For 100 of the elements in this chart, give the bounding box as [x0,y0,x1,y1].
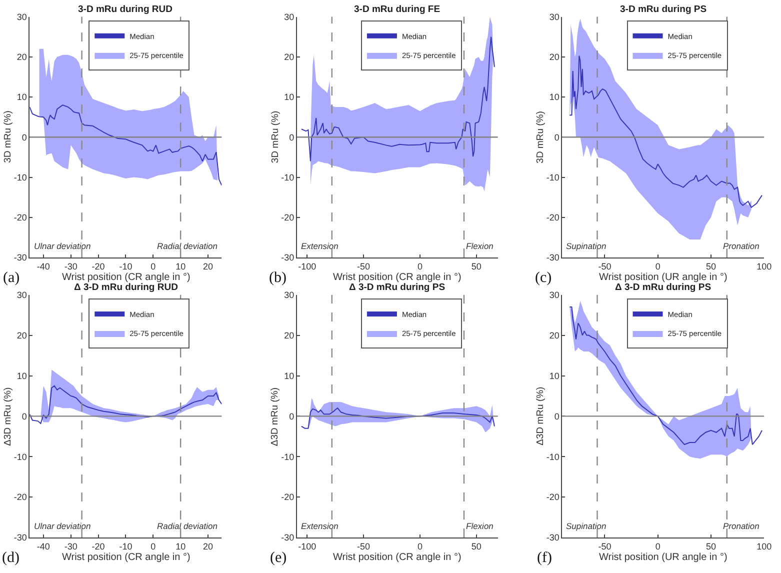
y-tick-label: -10 [546,172,560,182]
y-tick-label: 20 [549,52,560,62]
chart-title: Δ 3-D mRu during RUD [74,282,178,293]
y-tick-label: -20 [281,212,294,223]
text: (f) [537,550,552,566]
x-tick-label: -20 [92,541,105,552]
y-axis-title: 3D mRu (%) [535,111,546,164]
text: (d) [2,550,20,566]
y-tick-label: 20 [284,52,294,62]
annotation: Radial deviation [157,521,218,531]
x-tick-label: 50 [706,541,716,552]
annotation: Pronation [723,521,760,531]
y-axis-title: Δ3D mRu (%) [2,387,14,446]
x-axis-title: Wrist position (UR angle in °) [599,552,728,563]
x-tick-label: 100 [756,541,772,552]
x-tick-label: 20 [202,261,213,272]
y-tick-label: -20 [14,492,27,502]
x-tick-label: 50 [471,541,482,552]
y-tick-label: -30 [281,532,294,543]
x-tick-label: -50 [598,541,612,552]
annotation: Ulnar deviation [34,241,91,251]
y-tick-label: -20 [14,212,27,223]
y-tick-label: 10 [284,370,294,381]
x-tick-label: 10 [176,541,186,552]
y-axis-title: 3D mRu (%) [2,110,14,163]
x-tick-label: -50 [357,541,370,552]
x-tick-label: -100 [298,541,316,552]
x-tick-label: -50 [598,261,612,272]
x-tick-label: 0 [150,541,156,552]
x-tick-label: -20 [92,261,105,272]
annotation: Extension [301,521,339,531]
y-tick-label: -10 [546,452,560,462]
y-tick-label: 30 [284,12,294,22]
x-tick-label: -40 [36,541,50,552]
y-tick-label: -20 [546,212,560,223]
x-axis-title: Wrist position (CR angle in °) [333,272,462,283]
y-tick-label: -30 [14,252,27,263]
annotation: Flexion [466,241,494,251]
y-tick-label: -20 [546,492,560,502]
x-tick-label: -30 [64,541,78,552]
x-tick-label: 0 [150,261,156,272]
x-tick-label: 0 [417,541,422,552]
annotation: Supination [566,241,606,251]
y-tick-label: 30 [549,290,560,300]
chart-title: Δ 3-D mRu during PS [349,282,446,293]
annotation: Radial deviation [157,241,218,251]
annotation: Extension [301,241,339,251]
x-tick-label: -10 [119,541,132,552]
y-tick-label: -10 [14,452,27,462]
y-tick-label: -30 [281,252,294,263]
y-tick-label: 0 [554,132,560,142]
x-tick-label: -30 [64,261,78,272]
y-axis-title: Δ3D mRu (%) [270,388,281,446]
y-tick-label: -10 [14,172,27,182]
x-axis-title: Wrist position (CR angle in °) [333,552,462,563]
y-tick-label: -10 [281,172,294,182]
y-tick-label: 0 [22,411,27,422]
annotation: Pronation [723,241,760,251]
text: (e) [270,550,287,566]
annotation: Supination [566,521,606,531]
y-axis-title: Δ3D mRu (%) [534,386,546,446]
chart-title: Δ 3-D mRu during PS [615,282,712,293]
x-axis-title: Wrist position (CR angle in °) [62,552,190,563]
x-tick-label: -40 [36,261,50,272]
y-tick-label: 20 [549,330,560,340]
x-tick-label: 0 [655,541,660,552]
y-tick-label: 0 [289,132,294,142]
y-tick-label: 10 [284,92,294,102]
x-tick-label: 10 [176,261,186,272]
x-tick-label: 0 [655,261,660,272]
chart-title: 3-D mRu during RUD [78,4,173,15]
y-tick-label: 30 [16,290,27,300]
chart-title: 3-D mRu during PS [620,4,707,15]
x-tick-label: -50 [357,261,370,272]
x-tick-label: -10 [119,261,132,272]
y-tick-label: -10 [281,452,294,462]
y-tick-label: 30 [16,12,27,22]
y-tick-label: 20 [16,330,27,340]
chart-title: 3-D mRu during FE [354,4,440,15]
text: (c) [535,270,552,286]
y-tick-label: -30 [14,532,27,543]
y-tick-label: -20 [281,492,294,502]
y-tick-label: 0 [22,132,27,142]
x-tick-label: 0 [417,261,422,272]
y-axis-title: 3D mRu (%) [270,110,281,164]
x-tick-label: -100 [298,261,316,272]
y-tick-label: 10 [549,92,560,102]
y-tick-label: 20 [16,52,27,62]
x-tick-label: 100 [756,261,772,272]
x-tick-label: 50 [706,261,716,272]
x-tick-label: 20 [202,541,213,552]
y-tick-label: -30 [546,532,560,543]
y-tick-label: 20 [284,330,294,340]
y-tick-label: -30 [546,252,560,263]
annotation: Ulnar deviation [34,521,91,531]
annotation: Flexion [466,521,494,531]
y-tick-label: 10 [16,92,27,102]
x-axis-title: Wrist position (UR angle in °) [599,272,728,283]
text: (a) [3,270,20,286]
x-tick-label: 50 [471,261,482,272]
